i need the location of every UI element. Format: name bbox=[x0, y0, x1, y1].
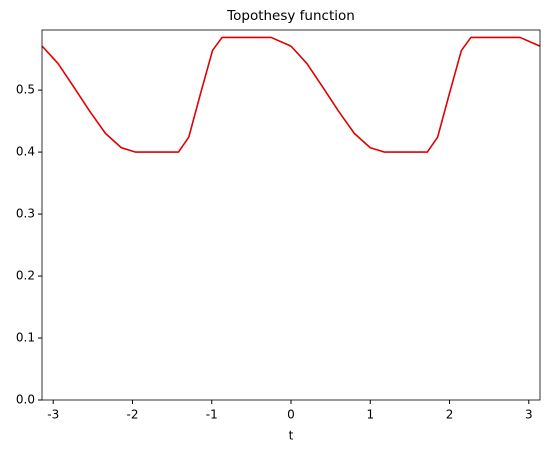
y-tick-label: 0.0 bbox=[16, 393, 35, 407]
y-tick-label: 0.3 bbox=[16, 207, 35, 221]
x-tick-label: -1 bbox=[206, 408, 218, 422]
x-axis-label: t bbox=[289, 429, 294, 443]
x-tick-label: 0 bbox=[287, 408, 295, 422]
plot-frame bbox=[41, 29, 541, 401]
y-tick-label: 0.1 bbox=[16, 331, 35, 345]
y-tick-label: 0.4 bbox=[16, 145, 35, 159]
chart-title: Topothesy function bbox=[226, 8, 355, 24]
x-tick-label: -3 bbox=[47, 408, 59, 422]
y-tick-label: 0.5 bbox=[16, 83, 35, 97]
x-tick-label: 2 bbox=[446, 408, 454, 422]
x-tick-label: 3 bbox=[525, 408, 533, 422]
y-tick-label: 0.2 bbox=[16, 269, 35, 283]
line-series bbox=[42, 36, 540, 153]
x-tick-label: -2 bbox=[126, 408, 138, 422]
x-tick-label: 1 bbox=[366, 408, 374, 422]
